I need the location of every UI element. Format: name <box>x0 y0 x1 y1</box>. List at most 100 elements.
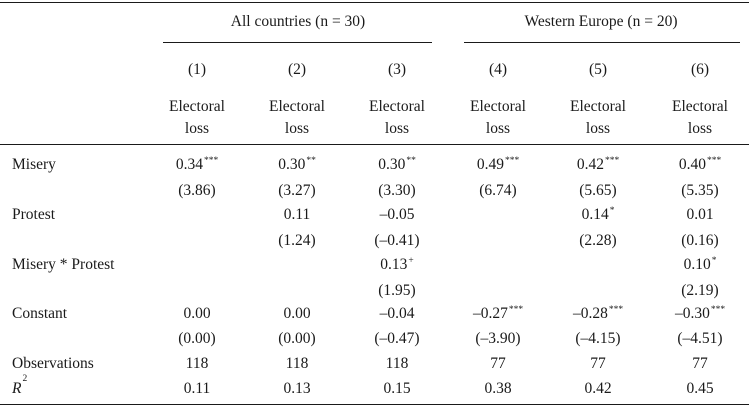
t-statistic-cell: (–4.15) <box>575 330 621 347</box>
coefficient-value: 0.49 <box>476 156 504 173</box>
significance-stars: * <box>609 206 615 216</box>
observations-cell: 77 <box>490 355 506 372</box>
top-rule <box>0 2 749 4</box>
coefficient-cell: 0.49*** <box>476 156 520 173</box>
t-statistic-cell: (3.30) <box>378 182 416 199</box>
dep-var-line2: loss <box>687 120 713 138</box>
dep-var-line1: Electoral <box>672 98 728 115</box>
coefficient-cell: 0.40*** <box>678 156 722 173</box>
r-squared-cell: 0.42 <box>584 380 612 397</box>
dep-var-line1: Electoral <box>169 98 225 115</box>
coefficient-cell: 0.34*** <box>175 156 219 173</box>
dependent-variable-label: Electoral loss <box>169 96 225 141</box>
r-squared-exponent: 2 <box>22 374 28 384</box>
dependent-variable-label: Electoral loss <box>570 96 626 141</box>
significance-stars: *** <box>508 305 524 315</box>
coefficient-value: –0.30 <box>674 305 710 322</box>
r-squared-cell: 0.38 <box>484 380 512 397</box>
coefficient-value: 0.40 <box>678 156 706 173</box>
coefficient-cell: 0.30** <box>378 156 416 173</box>
dep-var-line1: Electoral <box>470 98 526 115</box>
observations-cell: 118 <box>185 355 209 372</box>
column-number: (1) <box>187 61 207 78</box>
coefficient-cell: –0.27*** <box>472 305 524 322</box>
coefficient-value: 0.14 <box>581 206 609 223</box>
bottom-rule <box>0 404 749 406</box>
r-squared-symbol: R <box>12 380 22 398</box>
significance-stars: *** <box>608 305 624 315</box>
coefficient-value: 0.13 <box>380 256 408 273</box>
dep-var-line1: Electoral <box>570 98 626 115</box>
coefficient-value: 0.00 <box>283 305 311 322</box>
observations-cell: 77 <box>692 355 708 372</box>
t-statistic-cell: (3.27) <box>278 182 316 199</box>
coefficient-value: 0.11 <box>283 206 311 223</box>
row-label: Protest <box>12 206 56 223</box>
t-statistic-cell: (1.95) <box>378 282 416 299</box>
coefficient-cell: –0.04 <box>380 306 415 322</box>
coefficient-value: 0.30 <box>378 156 406 173</box>
t-statistic-cell: (0.16) <box>681 232 719 249</box>
column-number: (3) <box>387 61 407 78</box>
t-statistic-cell: (0.00) <box>178 330 216 347</box>
r-squared-cell: 0.13 <box>283 380 311 397</box>
t-statistic-cell: (–0.41) <box>374 232 420 249</box>
significance-stars: * <box>711 256 717 266</box>
coefficient-cell: 0.11 <box>284 207 311 223</box>
coefficient-cell: 0.30** <box>278 156 316 173</box>
coefficient-cell: –0.28*** <box>573 305 624 322</box>
coefficient-cell: 0.00 <box>183 306 210 322</box>
dep-var-line2: loss <box>284 120 310 138</box>
dep-var-line2: loss <box>485 120 511 138</box>
header-rule <box>0 144 749 145</box>
significance-stars: *** <box>710 305 726 315</box>
dependent-variable-label: Electoral loss <box>470 96 526 141</box>
coefficient-cell: –0.05 <box>380 207 415 223</box>
t-statistic-cell: (0.00) <box>278 330 316 347</box>
dep-var-line2: loss <box>184 120 210 138</box>
coefficient-cell: 0.14* <box>581 206 615 223</box>
significance-stars: *** <box>706 156 722 166</box>
significance-stars: + <box>408 256 414 266</box>
row-label: Constant <box>12 305 68 322</box>
dep-var-line1: Electoral <box>269 98 325 115</box>
significance-stars: ** <box>406 156 416 166</box>
observations-cell: 118 <box>285 355 309 372</box>
coefficient-value: 0.34 <box>175 156 203 173</box>
group-header-western-europe: Western Europe (n = 20) <box>524 13 678 30</box>
dependent-variable-label: Electoral loss <box>369 96 425 141</box>
dependent-variable-label: Electoral loss <box>672 96 728 141</box>
significance-stars: *** <box>604 156 620 166</box>
column-number: (2) <box>287 61 307 78</box>
t-statistic-cell: (–3.90) <box>475 330 521 347</box>
column-number: (5) <box>588 61 608 78</box>
significance-stars: ** <box>306 156 316 166</box>
coefficient-cell: –0.30*** <box>674 305 726 322</box>
t-statistic-cell: (6.74) <box>479 182 517 199</box>
significance-stars: *** <box>203 156 219 166</box>
dep-var-line2: loss <box>384 120 410 138</box>
coefficient-value: –0.05 <box>379 206 415 223</box>
coefficient-value: 0.10 <box>683 256 711 273</box>
significance-stars: *** <box>504 156 520 166</box>
observations-cell: 77 <box>590 355 606 372</box>
coefficient-value: –0.27 <box>472 305 508 322</box>
coefficient-cell: 0.00 <box>283 306 310 322</box>
group-rule-all-countries <box>163 42 432 43</box>
dep-var-line1: Electoral <box>369 98 425 115</box>
r-squared-cell: 0.11 <box>183 380 211 397</box>
coefficient-value: 0.00 <box>183 305 211 322</box>
coefficient-cell: 0.10* <box>683 256 717 273</box>
column-number: (6) <box>690 61 710 78</box>
r-squared-cell: 0.45 <box>686 380 714 397</box>
dep-var-line2: loss <box>585 120 611 138</box>
group-header-all-countries: All countries (n = 30) <box>230 13 366 30</box>
coefficient-cell: 0.42*** <box>577 156 620 173</box>
r-squared-cell: 0.15 <box>383 380 411 397</box>
coefficient-value: 0.30 <box>278 156 306 173</box>
coefficient-value: –0.04 <box>379 305 415 322</box>
t-statistic-cell: (–0.47) <box>374 330 420 347</box>
t-statistic-cell: (1.24) <box>278 232 316 249</box>
coefficient-value: 0.01 <box>686 206 714 223</box>
